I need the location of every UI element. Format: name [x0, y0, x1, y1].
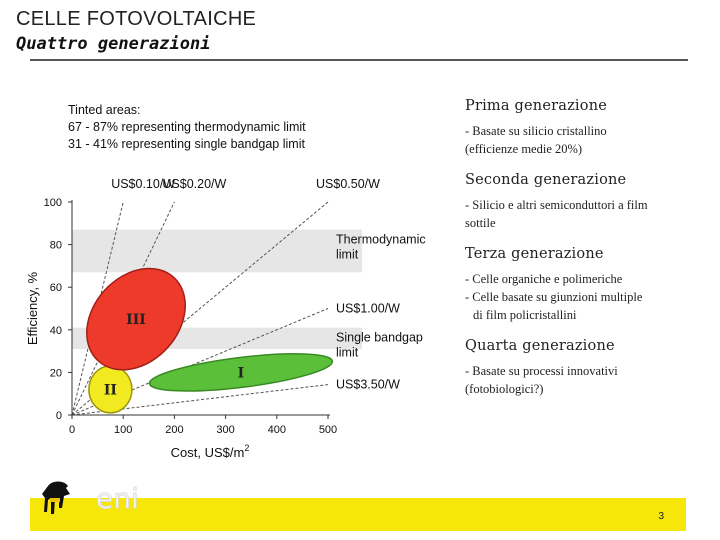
generation-region	[148, 353, 334, 392]
slide-title: CELLE FOTOVOLTAICHE	[16, 8, 257, 30]
tinted-band	[72, 229, 362, 273]
y-axis-label: Efficiency, %	[25, 271, 40, 345]
x-tick-label: 500	[319, 424, 337, 436]
chart-axes: 0 20 40 60 80 100 0 100 200 300 400 500 Cost, US$/m2…	[25, 197, 337, 460]
chart-title-block: Tinted areas: 67 - 87% representing therm…	[68, 103, 306, 151]
x-tick-label: 0	[69, 424, 75, 436]
cost-line	[71, 201, 124, 416]
generation-block: Terza generazione - Celle organiche e pol…	[465, 246, 705, 324]
region-label: III	[126, 312, 146, 328]
generation-block: Prima generazione - Basate su silicio cri…	[465, 98, 705, 158]
band-label: Single bandgap	[336, 331, 423, 345]
generation-line: sottile	[465, 216, 496, 230]
region-label: I	[238, 365, 245, 381]
generation-title: Quarta generazione	[465, 338, 615, 354]
generation-title: Prima generazione	[465, 98, 608, 114]
generation-line: - Basate su silicio cristallino	[465, 124, 607, 138]
x-tick-label: 400	[268, 424, 286, 436]
eni-logo: eni	[42, 481, 139, 515]
y-tick-label: 0	[56, 410, 62, 422]
chart-title-line: 31 - 41% representing single bandgap lim…	[68, 137, 305, 151]
x-tick-label: 100	[114, 424, 132, 436]
generation-line: - Celle basate su giunzioni multiple	[465, 290, 643, 304]
x-tick-label: 300	[216, 424, 234, 436]
y-tick-label: 40	[50, 325, 62, 337]
band-label: Thermodynamic	[336, 233, 426, 247]
title-divider	[30, 59, 688, 61]
cost-line-label: US$0.20/W	[162, 177, 226, 191]
generation-block: Quarta generazione - Basate su processi i…	[465, 338, 705, 398]
generations-list: Prima generazione - Basate su silicio cri…	[465, 98, 705, 412]
generation-line: - Celle organiche e polimeriche	[465, 272, 623, 286]
chart-title-line: 67 - 87% representing thermodynamic limi…	[68, 120, 306, 134]
cost-line-label: US$0.50/W	[316, 177, 380, 191]
generation-line: (efficienze medie 20%)	[465, 142, 583, 156]
generation-line: - Basate su processi innovativi	[465, 364, 618, 378]
y-tick-label: 20	[50, 367, 62, 379]
generation-line: - Silicio e altri semiconduttori a film	[465, 198, 648, 212]
six-legged-dog-icon	[42, 481, 70, 514]
chart-title-line: Tinted areas:	[68, 103, 141, 117]
cost-line-label: US$3.50/W	[336, 378, 400, 392]
cost-line	[71, 201, 175, 416]
y-tick-label: 60	[50, 282, 62, 294]
generation-title: Terza generazione	[465, 246, 604, 262]
x-tick-label: 200	[165, 424, 183, 436]
band-label: limit	[336, 346, 359, 360]
region-label: II	[104, 382, 117, 398]
generation-block: Seconda generazione - Silicio e altri sem…	[465, 172, 705, 232]
cost-line-label: US$1.00/W	[336, 302, 400, 316]
efficiency-cost-chart: Tinted areas: 67 - 87% representing therm…	[25, 103, 426, 460]
page-number: 3	[658, 511, 664, 522]
generation-line: di film policristallini	[473, 308, 577, 322]
cost-line-label: US$0.10/W	[111, 177, 175, 191]
slide-subtitle: Quattro generazioni	[16, 34, 211, 54]
generation-region	[86, 267, 186, 371]
generation-line: (fotobiologici?)	[465, 382, 544, 396]
y-tick-label: 80	[50, 240, 62, 252]
y-tick-label: 100	[44, 197, 62, 209]
x-axis-label-superscript: 2	[244, 443, 249, 453]
band-label: limit	[336, 248, 359, 262]
logo-text: eni	[96, 482, 139, 515]
chart-labels: US$0.10/WUS$0.20/W US$0.50/W US$1.00/W US$3…	[111, 177, 425, 392]
generation-title: Seconda generazione	[465, 172, 627, 188]
x-axis-label: Cost, US$/m2	[171, 443, 250, 460]
footer-bar: 3	[30, 498, 686, 531]
